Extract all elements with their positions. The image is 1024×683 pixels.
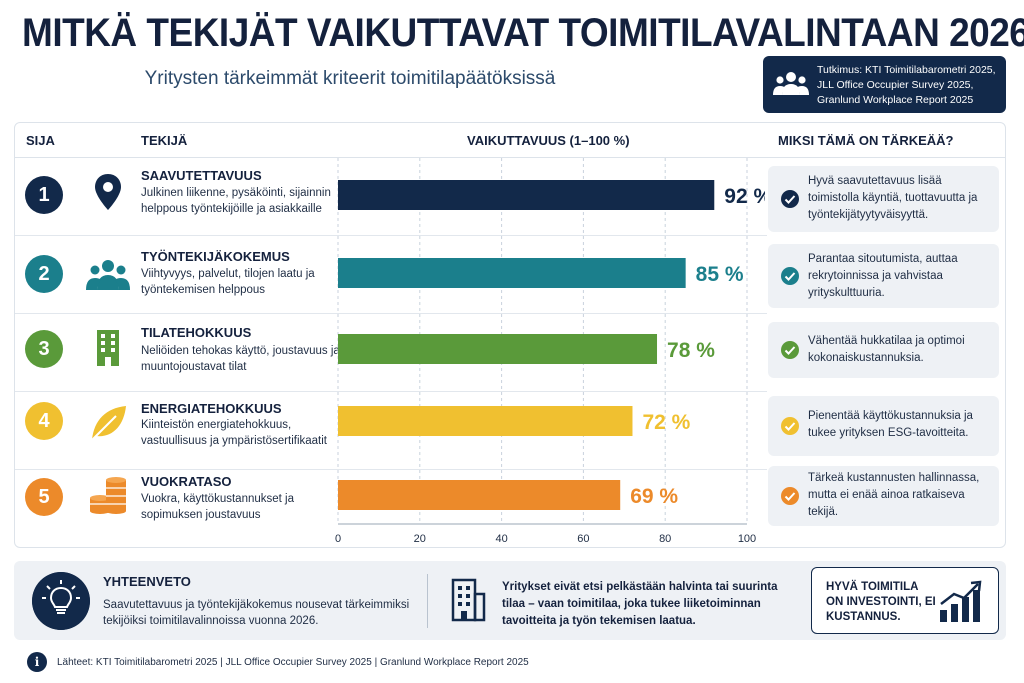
rank-badge: 3 bbox=[25, 330, 63, 368]
why-text: Tärkeä kustannusten hallinnassa, mutta e… bbox=[808, 472, 980, 518]
why-card: Tärkeä kustannusten hallinnassa, mutta e… bbox=[768, 466, 999, 526]
factor-description: Kiinteistön energiatehokkuus, vastuullis… bbox=[141, 419, 327, 447]
bar bbox=[338, 180, 715, 210]
callout-box: HYVÄ TOIMITILA ON INVESTOINTI, EI KUSTAN… bbox=[811, 567, 999, 634]
header-rank: SIJA bbox=[26, 133, 55, 148]
why-card: Pienentää käyttökustannuksia ja tukee yr… bbox=[768, 396, 999, 456]
rank-badge: 2 bbox=[25, 255, 63, 293]
check-circle-icon bbox=[781, 417, 799, 435]
bar bbox=[338, 480, 621, 510]
why-text: Vähentää hukkatilaa ja optimoi kokonaisk… bbox=[808, 335, 965, 364]
row-divider bbox=[15, 235, 767, 236]
check-circle-icon bbox=[781, 341, 799, 359]
location-pin-icon bbox=[95, 174, 121, 210]
rank-badge: 1 bbox=[25, 176, 63, 214]
bar-value-label: 69 % bbox=[630, 485, 678, 508]
leaf-icon bbox=[91, 406, 126, 441]
bar bbox=[338, 258, 686, 288]
check-circle-icon bbox=[781, 487, 799, 505]
bar-value-label: 72 % bbox=[642, 411, 690, 434]
why-card: Vähentää hukkatilaa ja optimoi kokonaisk… bbox=[768, 322, 999, 378]
page-subtitle: Yritysten tärkeimmät kriteerit toimitila… bbox=[144, 68, 556, 89]
source-line-2: JLL Office Occupier Survey 2025, bbox=[817, 79, 974, 91]
people-icon bbox=[773, 72, 809, 95]
factor-name: VUOKRATASO bbox=[141, 474, 232, 489]
factor-name: ENERGIATEHOKKUUS bbox=[141, 401, 282, 416]
bar-value-label: 92 % bbox=[724, 185, 765, 208]
rank-badge: 4 bbox=[25, 402, 63, 440]
header-why: MIKSI TÄMÄ ON TÄRKEÄÄ? bbox=[778, 133, 954, 148]
summary-divider bbox=[427, 574, 428, 628]
header-factor: TEKIJÄ bbox=[141, 133, 188, 148]
header-impact: VAIKUTTAVUUS (1–100 %) bbox=[467, 133, 630, 148]
impact-bar-chart: 0 20 40 60 80 100 92 % 85 % 78 % 72 % 69 % bbox=[335, 158, 765, 545]
bar-value-label: 85 % bbox=[696, 263, 744, 286]
bar bbox=[338, 406, 633, 436]
check-circle-icon bbox=[781, 190, 799, 208]
rank-badge: 5 bbox=[25, 478, 63, 516]
source-line-1: Tutkimus: KTI Toimitilabarometri 2025, bbox=[817, 64, 996, 76]
factor-description: Viihtyvyys, palvelut, tilojen laatu ja t… bbox=[141, 268, 315, 296]
lightbulb-icon bbox=[32, 572, 90, 630]
people-icon bbox=[86, 260, 130, 290]
check-circle-icon bbox=[781, 267, 799, 285]
x-tick-label: 60 bbox=[577, 533, 589, 545]
row-divider bbox=[15, 391, 767, 392]
footer-sources: Lähteet: KTI Toimitilabarometri 2025 | J… bbox=[57, 657, 529, 668]
x-tick-label: 0 bbox=[335, 533, 341, 545]
source-line-3: Granlund Workplace Report 2025 bbox=[817, 94, 974, 106]
summary-text: Saavutettavuus ja työntekijäkokemus nous… bbox=[103, 599, 410, 627]
bar bbox=[338, 334, 658, 364]
x-tick-label: 80 bbox=[659, 533, 671, 545]
x-tick-label: 20 bbox=[414, 533, 426, 545]
x-tick-label: 40 bbox=[495, 533, 507, 545]
info-icon: i bbox=[27, 652, 47, 672]
header-divider bbox=[15, 157, 1005, 158]
row-divider bbox=[15, 469, 767, 470]
why-text: Hyvä saavutettavuus lisää toimistolla kä… bbox=[808, 175, 978, 221]
why-text: Pienentää käyttökustannuksia ja tukee yr… bbox=[808, 410, 973, 439]
growth-chart-icon bbox=[940, 580, 982, 622]
factor-name: SAAVUTETTAVUUS bbox=[141, 168, 262, 183]
callout-text: HYVÄ TOIMITILA ON INVESTOINTI, EI KUSTAN… bbox=[826, 581, 936, 623]
coins-icon bbox=[90, 477, 126, 514]
why-card: Hyvä saavutettavuus lisää toimistolla kä… bbox=[768, 166, 999, 232]
office-building-icon bbox=[451, 578, 486, 622]
bar-value-label: 78 % bbox=[667, 339, 715, 362]
factor-name: TILATEHOKKUUS bbox=[141, 325, 252, 340]
factor-description: Neliöiden tehokas käyttö, joustavuus ja … bbox=[141, 345, 340, 373]
source-box: Tutkimus: KTI Toimitilabarometri 2025, J… bbox=[763, 56, 1006, 113]
why-text: Parantaa sitoutumista, auttaa rekrytoinn… bbox=[808, 253, 958, 299]
factor-description: Vuokra, käyttökustannukset ja sopimuksen… bbox=[141, 493, 294, 521]
summary-text-secondary: Yritykset eivät etsi pelkästään halvinta… bbox=[502, 581, 778, 627]
factor-description: Julkinen liikenne, pysäköinti, sijainnin… bbox=[141, 187, 331, 215]
row-divider bbox=[15, 313, 767, 314]
why-card: Parantaa sitoutumista, auttaa rekrytoinn… bbox=[768, 244, 999, 308]
building-icon bbox=[97, 330, 119, 366]
factor-name: TYÖNTEKIJÄKOKEMUS bbox=[141, 249, 290, 264]
page-title: MITKÄ TEKIJÄT VAIKUTTAVAT TOIMITILAVALIN… bbox=[22, 10, 1024, 55]
summary-title: YHTEENVETO bbox=[103, 574, 191, 589]
x-tick-label: 100 bbox=[738, 533, 756, 545]
